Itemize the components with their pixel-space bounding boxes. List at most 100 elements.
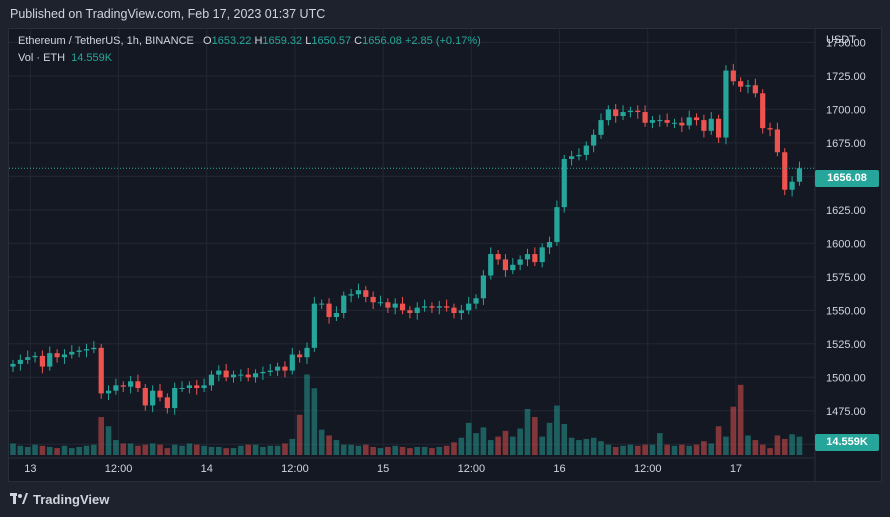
candle-body <box>488 254 494 276</box>
volume-bar <box>561 423 568 455</box>
candle-body <box>260 371 266 374</box>
candle-body <box>238 374 244 376</box>
candle-body <box>348 294 354 296</box>
y-tick-label: 1700.00 <box>826 104 866 116</box>
y-tick-label: 1575.00 <box>826 272 866 284</box>
volume-bar <box>91 444 97 455</box>
candle-body <box>245 374 251 378</box>
currency-label: USDT <box>826 34 856 46</box>
volume-bar <box>737 384 744 455</box>
volume-value: 14.559K <box>71 52 113 64</box>
volume-bar <box>451 442 457 455</box>
volume-bar <box>767 448 773 455</box>
volume-bar <box>620 445 626 455</box>
candle-body <box>458 310 464 313</box>
volume-label[interactable]: Vol · ETH <box>18 52 66 64</box>
x-tick-label: 15 <box>377 463 389 475</box>
volume-bar <box>796 436 803 455</box>
volume-bar <box>46 446 53 455</box>
volume-bar <box>282 443 288 455</box>
volume-bar <box>318 429 325 455</box>
candle-body <box>657 120 663 122</box>
candle-body <box>179 388 185 390</box>
volume-bar <box>260 446 266 455</box>
low-label: L <box>305 35 312 47</box>
candle-body <box>510 264 516 271</box>
candle-body <box>693 117 700 121</box>
volume-bar <box>517 428 523 455</box>
candle-body <box>392 303 398 308</box>
volume-bar <box>532 417 538 455</box>
volume-bar <box>605 444 612 455</box>
candle-body <box>311 303 317 348</box>
candle-body <box>524 254 531 260</box>
candle-body <box>201 385 207 389</box>
volume-bar <box>598 441 604 455</box>
candle-body <box>796 168 803 182</box>
candle-body <box>605 109 611 121</box>
volume-bar <box>127 443 134 455</box>
candle-body <box>289 354 295 371</box>
candle-body <box>723 70 729 138</box>
candle-body <box>583 145 589 155</box>
tradingview-logo[interactable]: TradingView <box>10 491 109 507</box>
volume-bar <box>201 445 207 455</box>
candle-body <box>370 296 376 303</box>
candle-body <box>613 109 619 117</box>
volume-bar <box>120 443 127 455</box>
volume-bar <box>480 427 487 455</box>
candle-body <box>230 374 237 378</box>
candle-body <box>54 353 60 358</box>
candle-body <box>186 385 192 389</box>
open-label: O <box>203 35 212 47</box>
candle-body <box>480 275 486 299</box>
candle-body <box>466 303 472 311</box>
candle-body <box>532 254 538 263</box>
volume-bar <box>105 426 112 455</box>
volume-bar <box>179 445 185 455</box>
volume-bar <box>142 444 149 455</box>
published-text: Published on TradingView.com, Feb 17, 20… <box>10 7 326 21</box>
volume-bar <box>392 445 398 455</box>
candle-body <box>76 350 82 352</box>
volume-bar <box>458 437 465 455</box>
candle-body <box>223 370 229 378</box>
candle-body <box>649 120 656 123</box>
volume-bar <box>333 440 340 455</box>
candle-body <box>738 81 744 87</box>
volume-bar <box>759 444 766 455</box>
volume-bar <box>407 448 413 455</box>
candle-body <box>407 310 413 313</box>
volume-bar <box>524 409 531 455</box>
candle-body <box>326 303 332 318</box>
candle-body <box>216 370 222 375</box>
x-tick-label: 12:00 <box>105 463 133 475</box>
candle-body <box>128 381 134 387</box>
volume-bar <box>193 444 200 455</box>
candle-body <box>436 306 442 308</box>
candle-body <box>569 156 575 159</box>
candle-body <box>774 129 780 153</box>
volume-bar <box>363 444 369 455</box>
candle-body <box>120 385 126 387</box>
volume-bar <box>487 440 494 455</box>
volume-bar <box>671 445 678 455</box>
volume-bar <box>723 436 729 455</box>
x-tick-label: 13 <box>24 463 36 475</box>
candle-body <box>150 390 156 406</box>
volume-bar <box>340 444 347 455</box>
y-tick-label: 1525.00 <box>826 339 866 351</box>
symbol-title[interactable]: Ethereum / TetherUS, 1h, BINANCE <box>18 35 194 47</box>
candle-body <box>752 85 758 94</box>
candle-body <box>730 70 736 82</box>
volume-bar <box>24 446 31 455</box>
candle-body <box>194 385 200 389</box>
candle-body <box>69 351 75 355</box>
x-tick-label: 12:00 <box>281 463 309 475</box>
y-tick-label: 1600.00 <box>826 238 866 250</box>
candle-body <box>363 290 369 297</box>
x-tick-label: 12:00 <box>634 463 662 475</box>
volume-bar <box>576 440 582 455</box>
volume-bar <box>304 374 310 455</box>
